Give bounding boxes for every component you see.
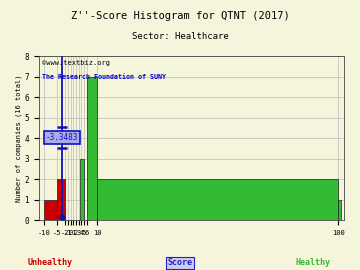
Text: -3.3483: -3.3483 <box>46 133 78 142</box>
Text: Score: Score <box>167 258 193 267</box>
Text: Z''-Score Histogram for QTNT (2017): Z''-Score Histogram for QTNT (2017) <box>71 11 289 21</box>
Bar <box>98 179 338 220</box>
Bar <box>338 200 341 220</box>
Text: The Research Foundation of SUNY: The Research Foundation of SUNY <box>42 74 166 80</box>
Bar <box>87 77 98 220</box>
Y-axis label: Number of companies (16 total): Number of companies (16 total) <box>15 75 22 202</box>
Text: ©www.textbiz.org: ©www.textbiz.org <box>42 60 110 66</box>
Text: Healthy: Healthy <box>296 258 331 267</box>
Bar <box>57 179 66 220</box>
Text: Sector: Healthcare: Sector: Healthcare <box>132 32 228 41</box>
Text: Unhealthy: Unhealthy <box>28 258 73 267</box>
Bar <box>80 159 84 220</box>
Bar <box>44 200 57 220</box>
